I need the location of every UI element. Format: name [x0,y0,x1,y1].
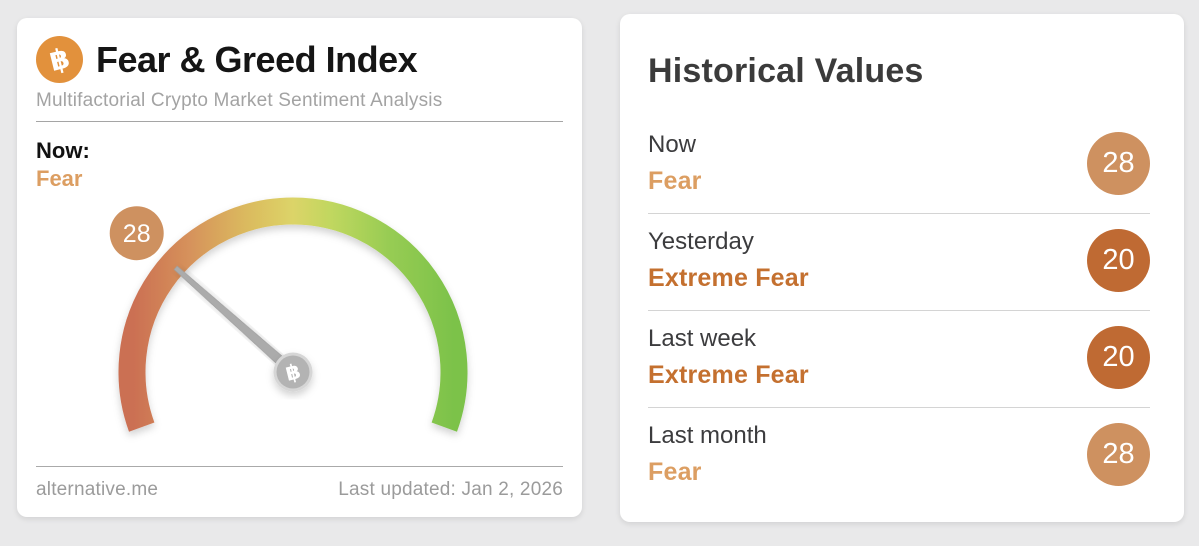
svg-text:฿: ฿ [283,359,303,386]
classification-text: Extreme Fear [648,264,809,292]
classification-text: Fear [648,167,702,195]
list-item-last-week: Last week Extreme Fear 20 [648,311,1150,408]
fear-greed-header: ฿ Fear & Greed Index Multifactorial Cryp… [17,18,582,193]
historical-values-title: Historical Values [648,52,924,90]
now-label: Now: [36,138,90,163]
gauge-needle [173,265,297,377]
classification-text: Fear [648,458,702,486]
list-item-yesterday: Yesterday Extreme Fear 20 [648,214,1150,311]
value-badge: 20 [1087,229,1150,292]
source-link[interactable]: alternative.me [36,479,159,500]
now-classification: Fear [36,166,83,191]
gauge-arc [118,197,468,432]
gauge-hub-bitcoin-icon: ฿ [273,352,313,392]
gauge-value-badge: 28 [109,206,164,261]
subtitle: Multifactorial Crypto Market Sentiment A… [36,90,443,111]
period-label: Now [648,131,697,158]
historical-values-card: Historical Values Now Fear 28 Yesterday … [620,14,1184,522]
list-item-last-month: Last month Fear 28 [648,408,1150,504]
fear-greed-index-card: ฿ Fear & Greed Index Multifactorial Cryp… [17,18,582,517]
period-label: Last week [648,325,757,352]
page-title: Fear & Greed Index [96,38,418,80]
period-label: Last month [648,422,767,449]
bitcoin-icon: ฿ [36,36,83,83]
classification-text: Extreme Fear [648,361,809,389]
list-item-now: Now Fear 28 [648,117,1150,214]
period-label: Yesterday [648,228,754,255]
value-badge: 20 [1087,326,1150,389]
svg-text:28: 28 [123,220,151,248]
header-divider [36,121,563,122]
value-badge: 28 [1087,132,1150,195]
historical-values-list: Now Fear 28 Yesterday Extreme Fear 20 La… [648,117,1150,504]
last-updated-text: Last updated: Jan 2, 2026 [338,479,563,500]
card-footer: alternative.me Last updated: Jan 2, 2026 [36,466,563,501]
gauge-chart: ฿ 28 [109,197,468,432]
value-badge: 28 [1087,423,1150,486]
